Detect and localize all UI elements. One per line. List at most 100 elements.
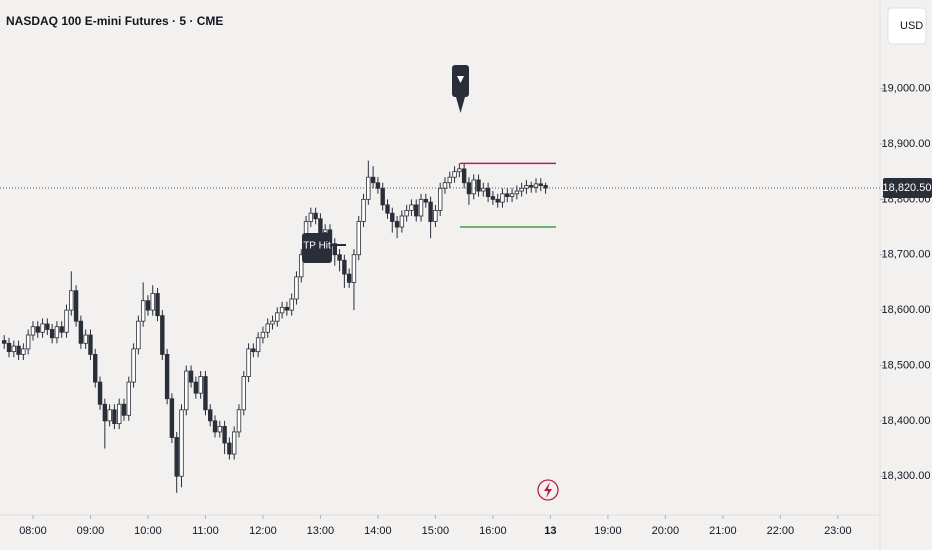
candle-body bbox=[476, 179, 481, 192]
candle-body bbox=[495, 198, 500, 203]
candle-body bbox=[385, 204, 390, 214]
last-price-box bbox=[883, 178, 932, 199]
candle-body bbox=[313, 212, 318, 220]
candle-body bbox=[203, 376, 208, 411]
x-tick-label: 08:00 bbox=[19, 525, 47, 537]
candle-body bbox=[260, 331, 266, 339]
candle-body bbox=[150, 293, 155, 311]
y-tick-label: 18,500.00 bbox=[882, 359, 931, 371]
currency: USD bbox=[900, 20, 923, 32]
candle-body bbox=[184, 370, 189, 411]
candle-body bbox=[380, 187, 385, 206]
candle-body bbox=[514, 190, 520, 195]
currency-button[interactable] bbox=[887, 7, 927, 45]
candle-body bbox=[414, 204, 419, 217]
candle-body bbox=[16, 345, 21, 355]
candle-body bbox=[447, 176, 452, 184]
candle-body bbox=[284, 306, 290, 311]
candle-body bbox=[208, 409, 213, 422]
x-tick-label: 13 bbox=[544, 525, 556, 537]
candle-body bbox=[485, 187, 491, 197]
y-tick-label: 19,000.00 bbox=[882, 83, 931, 95]
candle-body bbox=[519, 187, 524, 192]
candle-body bbox=[418, 198, 424, 217]
candle-body bbox=[294, 276, 299, 300]
candle-body bbox=[457, 168, 462, 173]
last-price-label: 18,820.50 bbox=[883, 182, 932, 194]
y-tick-label: 18,600.00 bbox=[882, 304, 931, 316]
candle-body bbox=[442, 182, 448, 189]
candle-body bbox=[332, 243, 337, 256]
x-tick-label: 22:00 bbox=[767, 525, 795, 537]
candle-body bbox=[136, 320, 141, 350]
candle-body bbox=[390, 212, 395, 222]
candle-body bbox=[40, 323, 45, 333]
candle-body bbox=[155, 293, 160, 317]
x-tick-label: 23:00 bbox=[824, 525, 852, 537]
candle-body bbox=[83, 334, 88, 344]
x-tick-label: 12:00 bbox=[249, 525, 277, 537]
candle-body bbox=[6, 342, 12, 353]
candle-body bbox=[121, 403, 127, 416]
candle-body bbox=[160, 315, 165, 355]
candle-body bbox=[433, 210, 438, 222]
x-tick-label: 21:00 bbox=[709, 525, 737, 537]
candle-body bbox=[49, 329, 55, 339]
candle-body bbox=[318, 218, 323, 233]
annotation: TP Hit bbox=[303, 241, 331, 252]
candle-body bbox=[471, 179, 476, 195]
candle-body bbox=[59, 326, 64, 333]
candle-body bbox=[428, 201, 433, 222]
candle-body bbox=[524, 185, 529, 189]
candle-body bbox=[529, 185, 534, 188]
candle-body bbox=[54, 326, 60, 339]
candle-body bbox=[509, 193, 515, 197]
y-tick-label: 18,300.00 bbox=[882, 470, 931, 482]
candle-body bbox=[97, 381, 103, 405]
candle-body bbox=[73, 290, 79, 322]
x-tick-label: 11:00 bbox=[192, 525, 219, 537]
x-tick-label: 19:00 bbox=[594, 525, 622, 537]
candle-body bbox=[35, 326, 40, 333]
x-tick-label: 14:00 bbox=[364, 525, 392, 537]
x-tick-label: 20:00 bbox=[652, 525, 680, 537]
candle-body bbox=[69, 290, 74, 311]
candle-body bbox=[193, 381, 199, 394]
candle-body bbox=[217, 425, 223, 433]
candle-body bbox=[45, 323, 50, 330]
candle-body bbox=[246, 348, 251, 377]
candle-body bbox=[299, 254, 304, 278]
candle-body bbox=[169, 398, 175, 438]
candle-body bbox=[212, 420, 218, 433]
candle-body bbox=[533, 183, 539, 188]
candle-body bbox=[255, 337, 261, 353]
x-tick-label: 09:00 bbox=[77, 525, 105, 537]
candle-body bbox=[505, 193, 510, 197]
candle-body bbox=[2, 340, 7, 344]
candle-body bbox=[356, 221, 361, 256]
candle-body bbox=[102, 403, 108, 422]
candle-body bbox=[126, 381, 131, 416]
candle-body bbox=[188, 370, 194, 383]
candle-body bbox=[375, 182, 381, 189]
candle-body bbox=[25, 334, 31, 350]
y-tick-label: 18,400.00 bbox=[882, 415, 931, 427]
candle-body bbox=[116, 403, 122, 425]
candle-body bbox=[30, 326, 36, 336]
candle-body bbox=[361, 198, 366, 222]
candle-body bbox=[198, 376, 203, 394]
lightning-icon[interactable] bbox=[537, 479, 559, 501]
candle-body bbox=[289, 298, 294, 311]
candle-body bbox=[93, 354, 98, 383]
candle-body bbox=[543, 185, 548, 189]
candle-body bbox=[270, 320, 275, 325]
candle-body bbox=[423, 198, 429, 203]
candle-body bbox=[88, 334, 93, 355]
chart-title: NASDAQ 100 E-mini Futures · 5 · CME bbox=[6, 14, 223, 28]
candle-body bbox=[64, 309, 69, 333]
annotation-box bbox=[302, 233, 332, 263]
candle-body bbox=[394, 221, 400, 228]
candle-body bbox=[107, 409, 112, 422]
candle-body bbox=[279, 306, 285, 314]
